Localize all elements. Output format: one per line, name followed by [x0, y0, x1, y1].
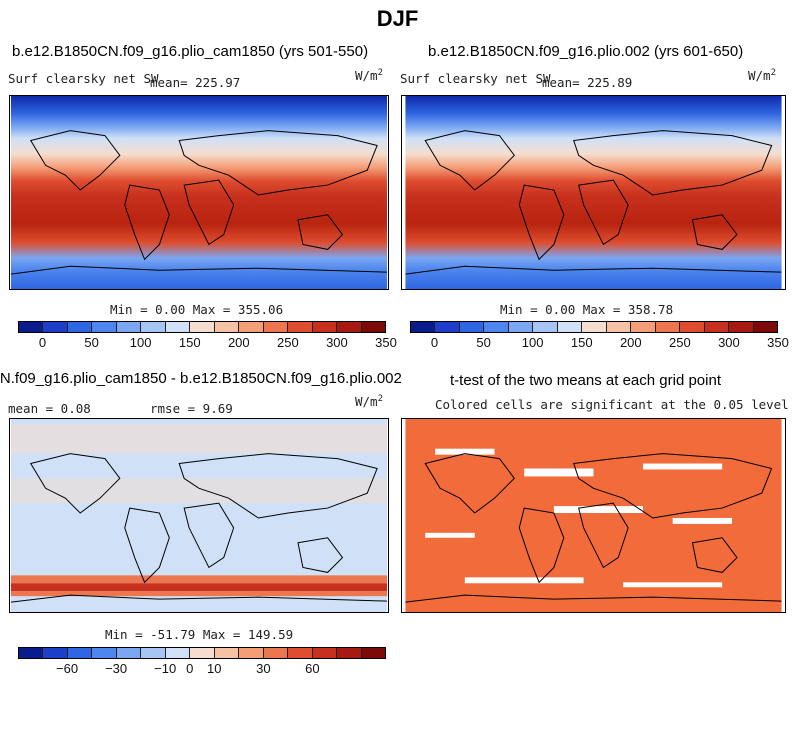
colorbar-tick-label: 50	[84, 335, 99, 350]
colorbar-tick-label: 300	[718, 335, 740, 350]
colorbar-tick-label: 150	[570, 335, 593, 350]
colorbar-swatch	[753, 322, 778, 332]
panel-2-colorbar-ticks: 0 50 100 150 200 250 300 350	[410, 335, 789, 351]
colorbar-tick-label: 30	[256, 661, 271, 676]
panel-1-title: b.e12.B1850CN.f09_g16.plio_cam1850 (yrs …	[12, 43, 369, 60]
panel-4-title: t-test of the two means at each grid poi…	[450, 372, 721, 389]
colorbar-tick-label: 300	[326, 335, 348, 350]
panel-2-title: b.e12.B1850CN.f09_g16.plio.002 (yrs 601-…	[428, 43, 744, 60]
colorbar-swatch	[263, 322, 289, 332]
colorbar-tick-label: 100	[521, 335, 544, 350]
colorbar-swatch	[459, 322, 485, 332]
colorbar-swatch	[680, 322, 705, 332]
colorbar-swatch	[190, 648, 215, 658]
colorbar-swatch	[337, 322, 362, 332]
colorbar-tick-label: 100	[129, 335, 152, 350]
colorbar-swatch	[67, 648, 93, 658]
colorbar-swatch	[655, 322, 681, 332]
panel-1-minmax: Min = 0.00 Max = 355.06	[110, 302, 284, 317]
panel-2-variable: Surf clearsky net SW	[400, 71, 551, 86]
colorbar-tick-label: 200	[619, 335, 642, 350]
colorbar-swatch	[484, 322, 509, 332]
colorbar-swatch	[19, 648, 44, 658]
colorbar-tick-label: −60	[56, 661, 79, 676]
panel-3-title-clip: b.e12.B1850CN.f09_g16.plio_cam1850 - b.e…	[0, 370, 455, 390]
panel-4-subtitle: Colored cells are significant at the 0.0…	[435, 397, 789, 412]
colorbar-swatch	[92, 648, 117, 658]
panel-3-minmax: Min = -51.79 Max = 149.59	[105, 627, 294, 642]
colorbar-tick-label: 0	[38, 335, 47, 350]
panel-1-colorbar	[18, 321, 386, 333]
panel-1-colorbar-ticks: 0 50 100 150 200 250 300 350	[18, 335, 397, 351]
colorbar-swatch	[288, 322, 313, 332]
colorbar-swatch	[337, 648, 362, 658]
colorbar-swatch	[239, 648, 264, 658]
panel-1-map	[9, 95, 389, 290]
colorbar-swatch	[361, 648, 386, 658]
colorbar-swatch	[190, 322, 215, 332]
colorbar-swatch	[141, 322, 166, 332]
colorbar-swatch	[116, 322, 142, 332]
colorbar-tick-label: 350	[375, 335, 397, 350]
panel-4-map	[401, 418, 786, 613]
panel-2-unit: W/m2	[748, 68, 776, 84]
panel-3-unit: W/m2	[355, 394, 383, 410]
figure-title: DJF	[376, 6, 419, 31]
colorbar-swatch	[43, 648, 68, 658]
panel-1-variable: Surf clearsky net SW	[8, 71, 159, 86]
panel-2-map	[401, 95, 786, 290]
colorbar-swatch	[361, 322, 386, 332]
panel-3-colorbar-ticks: −60 −30 −10 0 10 30 60	[18, 661, 386, 677]
panel-3-rmse: rmse = 9.69	[150, 401, 233, 416]
colorbar-swatch	[508, 322, 534, 332]
colorbar-swatch	[165, 322, 191, 332]
colorbar-swatch	[92, 322, 117, 332]
colorbar-swatch	[165, 648, 191, 658]
colorbar-swatch	[239, 322, 264, 332]
panel-3-colorbar	[18, 647, 386, 659]
colorbar-tick-label: 250	[669, 335, 691, 350]
panel-2-minmax: Min = 0.00 Max = 358.78	[500, 302, 674, 317]
colorbar-tick-label: −30	[105, 661, 128, 676]
colorbar-tick-label: 50	[476, 335, 491, 350]
colorbar-swatch	[19, 322, 44, 332]
panel-1-unit: W/m2	[355, 68, 383, 84]
colorbar-swatch	[411, 322, 436, 332]
colorbar-swatch	[263, 648, 289, 658]
colorbar-swatch	[557, 322, 583, 332]
panel-3-mean: mean = 0.08	[8, 401, 91, 416]
panel-2-mean: mean= 225.89	[542, 75, 633, 90]
panel-2-colorbar	[410, 321, 778, 333]
colorbar-tick-label: 250	[277, 335, 299, 350]
colorbar-tick-label: −10	[154, 661, 177, 676]
colorbar-swatch	[435, 322, 460, 332]
colorbar-swatch	[704, 322, 730, 332]
colorbar-swatch	[606, 322, 632, 332]
colorbar-tick-label: 200	[227, 335, 250, 350]
colorbar-tick-label: 150	[178, 335, 201, 350]
colorbar-swatch	[312, 322, 338, 332]
panel-3-map	[9, 418, 389, 613]
colorbar-swatch	[582, 322, 607, 332]
colorbar-swatch	[631, 322, 656, 332]
colorbar-tick-label: 0	[430, 335, 439, 350]
colorbar-swatch	[67, 322, 93, 332]
colorbar-swatch	[729, 322, 754, 332]
colorbar-swatch	[533, 322, 558, 332]
colorbar-swatch	[43, 322, 68, 332]
colorbar-swatch	[214, 322, 240, 332]
panel-1-mean: mean= 225.97	[150, 75, 241, 90]
colorbar-swatch	[288, 648, 313, 658]
colorbar-tick-label: 350	[767, 335, 789, 350]
colorbar-tick-label: 60	[305, 661, 320, 676]
colorbar-swatch	[116, 648, 142, 658]
colorbar-swatch	[214, 648, 240, 658]
colorbar-tick-label: 0	[186, 661, 194, 676]
colorbar-swatch	[141, 648, 166, 658]
panel-3-title: b.e12.B1850CN.f09_g16.plio_cam1850 - b.e…	[0, 370, 402, 387]
colorbar-tick-label: 10	[207, 661, 222, 676]
colorbar-swatch	[312, 648, 338, 658]
